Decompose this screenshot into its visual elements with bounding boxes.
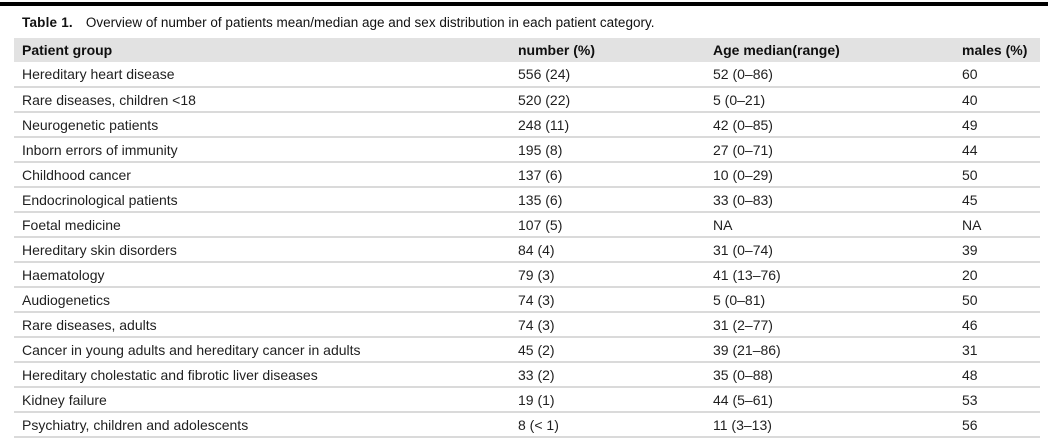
table-cell: 42 (0–85) — [705, 112, 954, 138]
table-cell: 50 — [954, 162, 1040, 188]
table-head: Patient group number (%) Age median(range)… — [14, 38, 1040, 62]
table-cell: 46 — [954, 312, 1040, 338]
table-row: Kidney failure 19 (1) 44 (5–61) 53 — [14, 387, 1040, 413]
table-row: Rare diseases, children <18 520 (22) 5 (0–… — [14, 87, 1040, 113]
table-cell: 79 (3) — [510, 262, 705, 288]
table-cell: 40 — [954, 87, 1040, 113]
table-row: Neurogenetic patients 248 (11) 42 (0–85) 49 — [14, 112, 1040, 138]
table-cell: 56 — [954, 412, 1040, 438]
patient-category-table: Patient group number (%) Age median(range)… — [14, 38, 1040, 438]
table-cell: 8 (< 1) — [510, 412, 705, 438]
table-cell: Kidney failure — [14, 387, 510, 413]
table-cell: Childhood cancer — [14, 162, 510, 188]
table-cell: Cancer in young adults and hereditary ca… — [14, 337, 510, 363]
column-header-2: Age median(range) — [705, 38, 954, 62]
table-cell: 556 (24) — [510, 62, 705, 88]
table-cell: 39 — [954, 237, 1040, 263]
table-cell: Audiogenetics — [14, 287, 510, 313]
table-cell: 41 (13–76) — [705, 262, 954, 288]
caption-label: Table 1. — [22, 15, 73, 30]
table-cell: 39 (21–86) — [705, 337, 954, 363]
table-cell: 74 (3) — [510, 312, 705, 338]
table-cell: 31 — [954, 337, 1040, 363]
table-cell: 5 (0–81) — [705, 287, 954, 313]
table-cell: 45 — [954, 187, 1040, 213]
table-body: Hereditary heart disease 556 (24) 52 (0–86… — [14, 62, 1040, 438]
table-cell: 33 (2) — [510, 362, 705, 388]
table-cell: Hereditary heart disease — [14, 62, 510, 88]
table-cell: Rare diseases, adults — [14, 312, 510, 338]
table-cell: 74 (3) — [510, 287, 705, 313]
table-row: Hereditary skin disorders 84 (4) 31 (0–74)… — [14, 237, 1040, 263]
table-cell: 137 (6) — [510, 162, 705, 188]
table-cell: 27 (0–71) — [705, 137, 954, 163]
column-header-1: number (%) — [510, 38, 705, 62]
table-cell: 44 — [954, 137, 1040, 163]
table-cell: 107 (5) — [510, 212, 705, 238]
table-cell: 31 (0–74) — [705, 237, 954, 263]
table-cell: 50 — [954, 287, 1040, 313]
table-caption: Table 1. Overview of number of patients m… — [0, 6, 1048, 38]
table-cell: 135 (6) — [510, 187, 705, 213]
table-row: Endocrinological patients 135 (6) 33 (0–83… — [14, 187, 1040, 213]
column-header-3: males (%) — [954, 38, 1040, 62]
table-cell: Psychiatry, children and adolescents — [14, 412, 510, 438]
table-cell: 84 (4) — [510, 237, 705, 263]
table-cell: Rare diseases, children <18 — [14, 87, 510, 113]
table-cell: Haematology — [14, 262, 510, 288]
table-cell: 44 (5–61) — [705, 387, 954, 413]
table-cell: 5 (0–21) — [705, 87, 954, 113]
table-cell: NA — [954, 212, 1040, 238]
table-cell: Foetal medicine — [14, 212, 510, 238]
table-cell: 19 (1) — [510, 387, 705, 413]
table-cell: 33 (0–83) — [705, 187, 954, 213]
table-cell: 53 — [954, 387, 1040, 413]
table-row: Inborn errors of immunity 195 (8) 27 (0–71… — [14, 137, 1040, 163]
table-row: Psychiatry, children and adolescents 8 (<… — [14, 412, 1040, 438]
table-header-row: Patient group number (%) Age median(range)… — [14, 38, 1040, 62]
table-cell: 195 (8) — [510, 137, 705, 163]
column-header-0: Patient group — [14, 38, 510, 62]
table-cell: Neurogenetic patients — [14, 112, 510, 138]
table-cell: Inborn errors of immunity — [14, 137, 510, 163]
table-row: Hereditary cholestatic and fibrotic live… — [14, 362, 1040, 388]
table-cell: 49 — [954, 112, 1040, 138]
table-row: Childhood cancer 137 (6) 10 (0–29) 50 — [14, 162, 1040, 188]
table-row: Cancer in young adults and hereditary ca… — [14, 337, 1040, 363]
table-cell: 520 (22) — [510, 87, 705, 113]
table-cell: 11 (3–13) — [705, 412, 954, 438]
table-row: Rare diseases, adults 74 (3) 31 (2–77) 46 — [14, 312, 1040, 338]
table-cell: Endocrinological patients — [14, 187, 510, 213]
table-cell: 10 (0–29) — [705, 162, 954, 188]
table-cell: 31 (2–77) — [705, 312, 954, 338]
table-cell: 52 (0–86) — [705, 62, 954, 88]
table-row: Haematology 79 (3) 41 (13–76) 20 — [14, 262, 1040, 288]
table-cell: 248 (11) — [510, 112, 705, 138]
table-cell: 20 — [954, 262, 1040, 288]
table-row: Hereditary heart disease 556 (24) 52 (0–86… — [14, 62, 1040, 88]
table-top-rule — [0, 2, 1048, 6]
table-cell: 48 — [954, 362, 1040, 388]
table-cell: 45 (2) — [510, 337, 705, 363]
table-cell: 60 — [954, 62, 1040, 88]
table-row: Audiogenetics 74 (3) 5 (0–81) 50 — [14, 287, 1040, 313]
table-cell: Hereditary skin disorders — [14, 237, 510, 263]
table-row: Foetal medicine 107 (5) NA NA — [14, 212, 1040, 238]
caption-text: Overview of number of patients mean/medi… — [85, 15, 655, 30]
table-cell: 35 (0–88) — [705, 362, 954, 388]
table-cell: NA — [705, 212, 954, 238]
table-cell: Hereditary cholestatic and fibrotic live… — [14, 362, 510, 388]
